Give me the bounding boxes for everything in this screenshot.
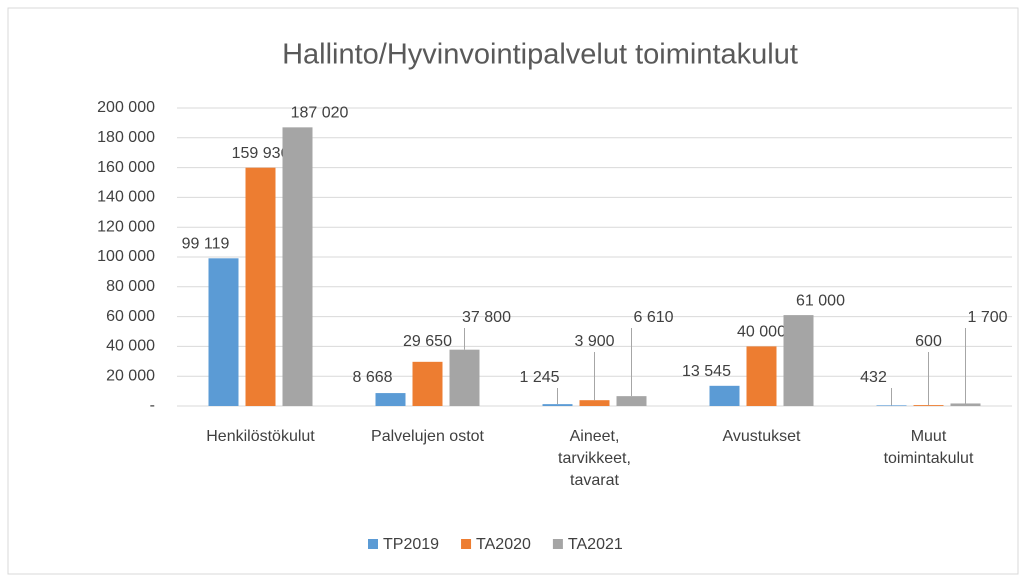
y-tick-label: 80 000 <box>106 278 155 295</box>
bar <box>950 403 981 406</box>
data-label: 1 245 <box>519 369 559 386</box>
x-tick-label: Aineet, tarvikkeet, tavarat <box>558 428 631 489</box>
bar <box>208 258 239 406</box>
bar <box>449 349 480 406</box>
data-label: 159 936 <box>232 145 290 162</box>
data-label: 40 000 <box>737 324 786 341</box>
bar <box>746 346 777 406</box>
x-tick-label: Henkilöstökulut <box>206 428 315 445</box>
legend-label: TP2019 <box>383 536 439 553</box>
y-tick-label: 120 000 <box>97 218 155 235</box>
y-tick-label: 20 000 <box>106 367 155 384</box>
data-label: 8 668 <box>352 369 392 386</box>
x-tick-label: Palvelujen ostot <box>371 428 484 445</box>
bar <box>245 167 276 406</box>
y-tick-label: 60 000 <box>106 308 155 325</box>
data-label: 600 <box>915 333 942 350</box>
data-label: 99 119 <box>182 236 230 253</box>
bar <box>579 400 610 406</box>
legend-label: TA2020 <box>476 536 531 553</box>
y-tick-label: 40 000 <box>106 338 155 355</box>
data-label: 37 800 <box>462 309 511 326</box>
bar <box>709 385 740 406</box>
legend-label: TA2021 <box>568 536 623 553</box>
chart-title: Hallinto/Hyvinvointipalvelut toimintakul… <box>282 39 798 71</box>
y-tick-label: 100 000 <box>97 248 155 265</box>
data-label: 29 650 <box>403 333 452 350</box>
bar <box>783 315 814 406</box>
data-label: 13 545 <box>682 363 731 380</box>
chart-border <box>7 7 1019 575</box>
legend-swatch <box>552 539 563 549</box>
data-label: 1 700 <box>967 309 1007 326</box>
y-tick-label: - <box>150 397 155 414</box>
data-label: 3 900 <box>574 333 614 350</box>
y-tick-label: 200 000 <box>97 99 155 116</box>
y-tick-label: 180 000 <box>97 129 155 146</box>
data-label: 61 000 <box>796 292 845 309</box>
bar <box>913 405 944 406</box>
data-label: 432 <box>860 369 887 386</box>
bar <box>412 361 443 406</box>
x-tick-label: Muut toimintakulut <box>883 428 974 467</box>
bar <box>375 393 406 406</box>
bar <box>282 127 313 406</box>
y-tick-label: 160 000 <box>97 159 155 176</box>
bar <box>616 396 647 406</box>
legend-swatch <box>461 539 472 549</box>
data-label: 187 020 <box>291 105 349 122</box>
x-tick-label: Avustukset <box>722 428 801 445</box>
y-tick-label: 140 000 <box>97 189 155 206</box>
data-label: 6 610 <box>633 309 673 326</box>
bar <box>876 405 907 406</box>
legend-swatch <box>368 539 378 549</box>
bar <box>542 404 573 406</box>
